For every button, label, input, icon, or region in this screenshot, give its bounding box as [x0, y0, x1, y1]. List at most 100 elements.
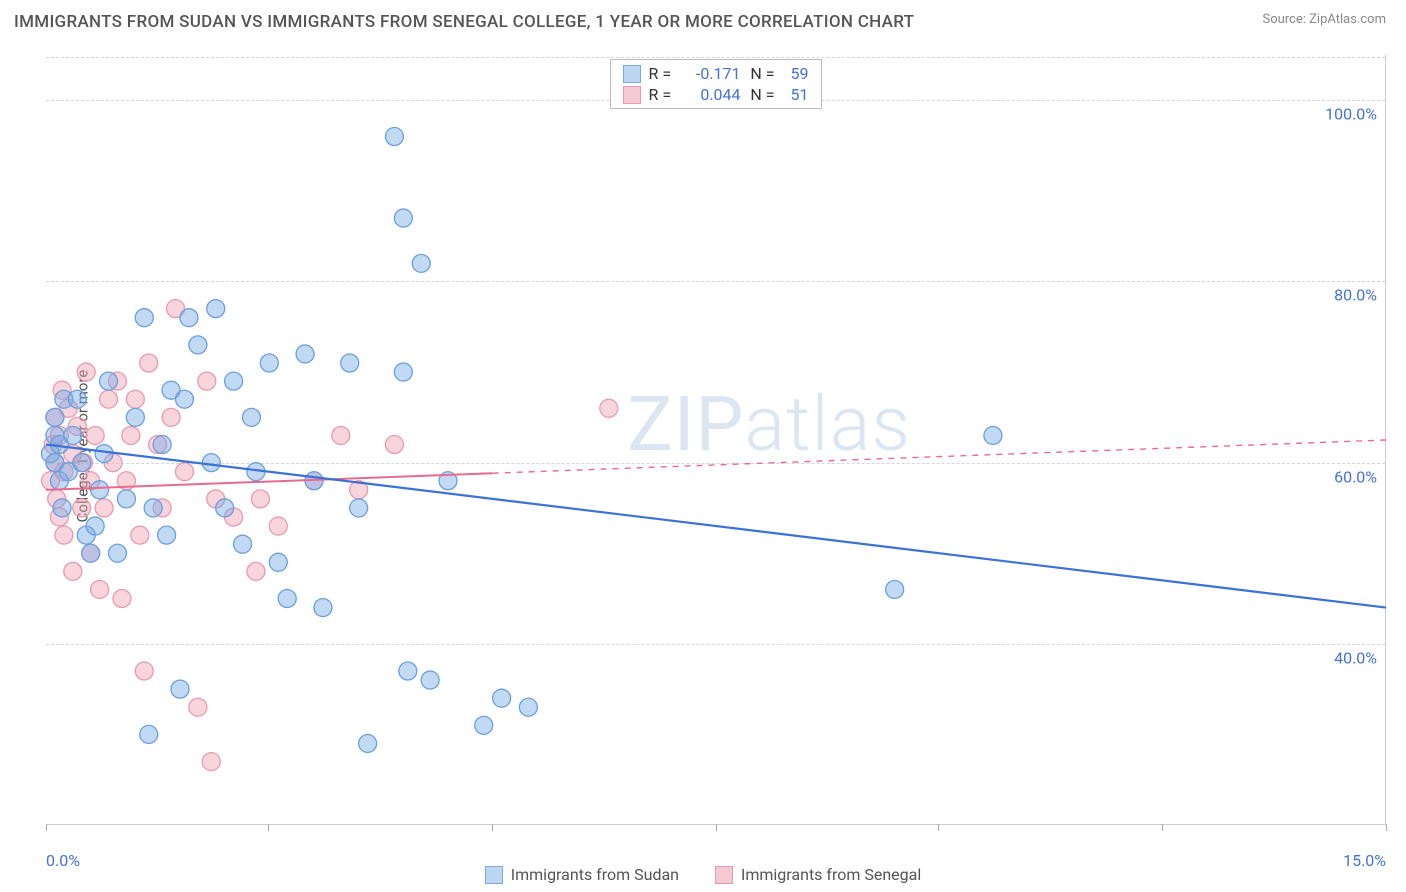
data-point [162, 408, 180, 426]
data-point [73, 454, 91, 472]
data-point [68, 390, 86, 408]
data-point [359, 734, 377, 752]
sudan-n-value: 59 [779, 64, 809, 83]
data-point [144, 499, 162, 517]
data-point [64, 426, 82, 444]
data-point [278, 590, 296, 608]
data-point [341, 354, 359, 372]
sudan-r-value: -0.171 [681, 64, 741, 83]
data-point [412, 254, 430, 272]
sudan-swatch-icon [623, 65, 641, 83]
x-tick [938, 824, 939, 831]
data-point [421, 671, 439, 689]
data-point [55, 526, 73, 544]
data-point [600, 399, 618, 417]
senegal-n-value: 51 [779, 85, 809, 104]
data-point [53, 499, 71, 517]
data-point [385, 128, 403, 146]
data-point [385, 436, 403, 454]
data-point [269, 517, 287, 535]
data-point [86, 426, 104, 444]
senegal-r-value: 0.044 [681, 85, 741, 104]
data-point [247, 562, 265, 580]
data-point [260, 354, 278, 372]
chart-title: IMMIGRANTS FROM SUDAN VS IMMIGRANTS FROM… [14, 12, 914, 32]
data-point [202, 454, 220, 472]
data-point [175, 390, 193, 408]
sudan-swatch-icon [485, 866, 503, 884]
data-point [216, 499, 234, 517]
data-point [475, 716, 493, 734]
data-point [126, 390, 144, 408]
data-point [64, 562, 82, 580]
correlation-stats-box: R = -0.171 N = 59 R = 0.044 N = 51 [610, 59, 822, 109]
data-point [175, 463, 193, 481]
legend-label-senegal: Immigrants from Senegal [741, 865, 921, 884]
data-point [113, 590, 131, 608]
data-point [984, 426, 1002, 444]
data-point [46, 408, 64, 426]
legend-label-sudan: Immigrants from Sudan [511, 865, 679, 884]
data-point [131, 526, 149, 544]
data-point [91, 481, 109, 499]
data-point [242, 408, 260, 426]
data-point [140, 725, 158, 743]
data-point [251, 490, 269, 508]
data-point [314, 599, 332, 617]
trend-line [46, 445, 1386, 608]
scatter-chart-svg [46, 55, 1385, 824]
data-point [77, 363, 95, 381]
data-point [153, 436, 171, 454]
data-point [100, 372, 118, 390]
data-point [95, 499, 113, 517]
x-tick [1162, 824, 1163, 831]
stat-r-label: R = [649, 64, 677, 83]
data-point [332, 426, 350, 444]
data-point [73, 499, 91, 517]
trend-line [46, 473, 493, 490]
data-point [91, 580, 109, 598]
data-point [207, 300, 225, 318]
bottom-legend: Immigrants from Sudan Immigrants from Se… [0, 865, 1406, 884]
data-point [108, 544, 126, 562]
plot-area: ZIPatlas 40.0%60.0%80.0%100.0% R = -0.17… [46, 55, 1386, 825]
data-point [394, 363, 412, 381]
stat-n-label: N = [745, 64, 775, 83]
x-tick [268, 824, 269, 831]
data-point [350, 499, 368, 517]
data-point [269, 553, 287, 571]
data-point [886, 580, 904, 598]
stat-r-label: R = [649, 85, 677, 104]
senegal-swatch-icon [715, 866, 733, 884]
data-point [122, 426, 140, 444]
data-point [140, 354, 158, 372]
trend-line [493, 440, 1386, 473]
x-tick [46, 824, 47, 831]
legend-item-senegal: Immigrants from Senegal [715, 865, 921, 884]
data-point [100, 390, 118, 408]
data-point [394, 209, 412, 227]
data-point [135, 309, 153, 327]
data-point [189, 336, 207, 354]
data-point [86, 517, 104, 535]
data-point [126, 408, 144, 426]
source-attribution: Source: ZipAtlas.com [1262, 12, 1386, 27]
data-point [135, 662, 153, 680]
senegal-swatch-icon [623, 86, 641, 104]
data-point [202, 753, 220, 771]
stat-n-label: N = [745, 85, 775, 104]
data-point [189, 698, 207, 716]
data-point [180, 309, 198, 327]
data-point [399, 662, 417, 680]
legend-item-sudan: Immigrants from Sudan [485, 865, 679, 884]
x-tick [1386, 824, 1387, 831]
x-tick [492, 824, 493, 831]
data-point [225, 372, 243, 390]
x-tick [716, 824, 717, 831]
data-point [198, 372, 216, 390]
data-point [82, 544, 100, 562]
data-point [171, 680, 189, 698]
data-point [158, 526, 176, 544]
data-point [117, 490, 135, 508]
data-point [95, 445, 113, 463]
